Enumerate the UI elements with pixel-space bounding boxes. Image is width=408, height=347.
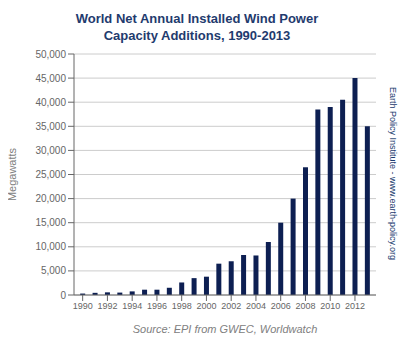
svg-text:40,000: 40,000 [35, 97, 66, 108]
html-text:Earth Policy Institute - www.e: Earth Policy Institute - www.earth-polic… [388, 87, 398, 260]
svg-text:25,000: 25,000 [35, 169, 66, 180]
svg-text:15,000: 15,000 [35, 217, 66, 228]
svg-text:2002: 2002 [221, 301, 241, 311]
svg-text:2008: 2008 [295, 301, 315, 311]
svg-text:1994: 1994 [122, 301, 142, 311]
svg-text:45,000: 45,000 [35, 73, 66, 84]
svg-text:35,000: 35,000 [35, 121, 66, 132]
html-text:World Net Annual Installed Win: World Net Annual Installed Wind Power Ca… [75, 11, 319, 43]
svg-text:2012: 2012 [345, 301, 365, 311]
svg-text:0: 0 [60, 290, 66, 301]
svg-text:50,000: 50,000 [35, 49, 66, 60]
svg-text:1990: 1990 [73, 301, 93, 311]
svg-text:30,000: 30,000 [35, 145, 66, 156]
svg-text:2010: 2010 [320, 301, 340, 311]
svg-text:1998: 1998 [172, 301, 192, 311]
svg-text:2006: 2006 [271, 301, 291, 311]
svg-text:10,000: 10,000 [35, 241, 66, 252]
svg-text:2004: 2004 [246, 301, 266, 311]
svg-text:20,000: 20,000 [35, 193, 66, 204]
svg-text:Source: EPI from GWEC, Worldwa: Source: EPI from GWEC, Worldwatch [133, 323, 318, 335]
svg-text:2000: 2000 [196, 301, 216, 311]
svg-text:5,000: 5,000 [41, 265, 66, 276]
svg-text:1992: 1992 [97, 301, 117, 311]
svg-text:1996: 1996 [147, 301, 167, 311]
svg-text:Megawatts: Megawatts [8, 147, 18, 201]
